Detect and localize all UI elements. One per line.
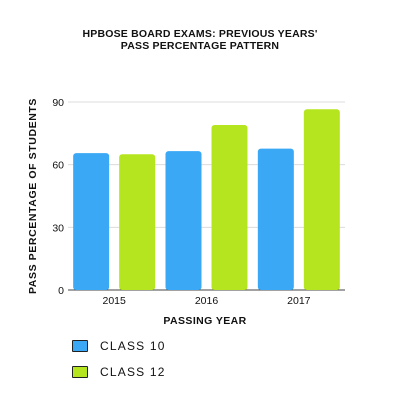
y-tick-label-0: 0 (58, 285, 64, 297)
bar-class-12-2017 (303, 109, 340, 290)
tick-labels: 0 30 60 90 2015 2016 2017 (52, 97, 310, 307)
legend-swatch-class-12 (72, 366, 88, 378)
bar-class-10-2017 (257, 148, 294, 290)
x-tick-label-2016: 2016 (195, 295, 219, 307)
legend-item-class-10: CLASS 10 (72, 338, 166, 354)
y-tick-label-60: 60 (52, 160, 64, 172)
bars (73, 109, 340, 290)
y-tick-label-90: 90 (52, 97, 64, 109)
legend-label-class-12: CLASS 12 (100, 365, 166, 379)
chart-title-line2: PASS PERCENTAGE PATTERN (120, 40, 280, 52)
legend-swatch-class-10 (72, 340, 88, 352)
grid-lines (68, 101, 345, 291)
bar-class-12-2016 (211, 124, 248, 290)
x-axis-label: PASSING YEAR (163, 315, 246, 327)
x-tick-label-2015: 2015 (102, 295, 126, 307)
bar-class-12-2015 (119, 154, 156, 290)
y-tick-label-30: 30 (52, 222, 64, 234)
bar-class-10-2015 (73, 153, 110, 290)
bar-class-10-2016 (165, 151, 202, 290)
legend-item-class-12: CLASS 12 (72, 364, 166, 380)
chart-title: HPBOSE BOARD EXAMS: PREVIOUS YEARS' PASS… (0, 28, 400, 52)
x-tick-label-2017: 2017 (287, 295, 311, 307)
chart-title-line1: HPBOSE BOARD EXAMS: PREVIOUS YEARS' (82, 28, 318, 40)
legend-label-class-10: CLASS 10 (100, 339, 166, 353)
y-axis-label: PASS PERCENTAGE OF STUDENTS (27, 98, 39, 294)
chart-legend: CLASS 10 CLASS 12 (72, 338, 166, 390)
